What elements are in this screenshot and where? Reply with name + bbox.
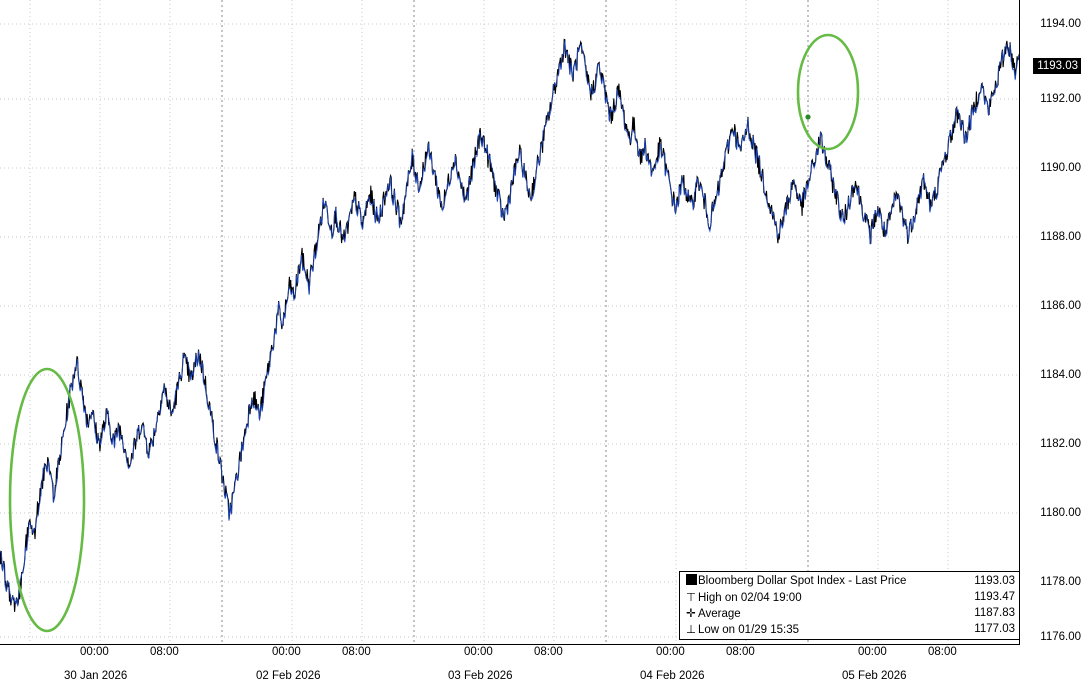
legend-row-average: ✛ Average xyxy=(684,606,741,621)
y-axis-labels: 1194.00 1192.00 1190.00 1188.00 1186.00 … xyxy=(1024,0,1083,645)
highlight-ellipse-right xyxy=(796,33,860,151)
x-tick-date-3: 03 Feb 2026 xyxy=(448,670,513,682)
legend-label-last-price: Bloomberg Dollar Spot Index - Last Price xyxy=(698,575,907,587)
legend-value-high: 1193.47 xyxy=(974,591,1015,603)
low-marker-icon: ⊥ xyxy=(685,622,697,636)
x-tick-time-10: 08:00 xyxy=(928,646,957,658)
x-axis-labels: 00:00 08:00 00:00 08:00 00:00 08:00 00:0… xyxy=(0,646,1020,686)
x-tick-time-9: 00:00 xyxy=(858,646,887,658)
chart-plot-area xyxy=(0,0,1020,645)
x-tick-date-4: 04 Feb 2026 xyxy=(640,670,705,682)
x-tick-time-5: 00:00 xyxy=(464,646,493,658)
y-tick-1182: 1182.00 xyxy=(1040,438,1081,450)
legend-value-last-price: 1193.03 xyxy=(974,575,1015,587)
y-tick-1190: 1190.00 xyxy=(1040,162,1081,174)
legend-label-low: Low on 01/29 15:35 xyxy=(698,624,800,636)
legend-value-low: 1177.03 xyxy=(974,623,1015,635)
legend-row-last-price: Bloomberg Dollar Spot Index - Last Price xyxy=(684,574,906,589)
legend-row-low: ⊥ Low on 01/29 15:35 xyxy=(684,622,799,637)
legend-value-average: 1187.83 xyxy=(974,607,1015,619)
y-tick-1176: 1176.00 xyxy=(1040,631,1081,643)
price-series-line xyxy=(0,38,1019,612)
legend-row-high: ⊤ High on 02/04 19:00 xyxy=(684,590,802,605)
grid-lines xyxy=(0,0,1019,644)
y-tick-1180: 1180.00 xyxy=(1040,507,1081,519)
x-tick-time-7: 00:00 xyxy=(656,646,685,658)
legend-label-average: Average xyxy=(698,608,741,620)
x-tick-time-4: 08:00 xyxy=(342,646,371,658)
x-tick-time-8: 08:00 xyxy=(726,646,755,658)
y-tick-1192: 1192.00 xyxy=(1040,93,1081,105)
chart-svg xyxy=(0,0,1019,644)
series-color-swatch xyxy=(684,574,698,589)
x-tick-date-5: 05 Feb 2026 xyxy=(842,670,907,682)
x-tick-time-3: 00:00 xyxy=(272,646,301,658)
chart-legend: Bloomberg Dollar Spot Index - Last Price… xyxy=(679,571,1020,640)
average-marker-icon: ✛ xyxy=(686,606,696,620)
x-tick-time-6: 08:00 xyxy=(534,646,563,658)
y-tick-1184: 1184.00 xyxy=(1040,369,1081,381)
highlight-marker-dot xyxy=(805,114,811,120)
price-series-accent xyxy=(0,40,1019,607)
y-tick-1178: 1178.00 xyxy=(1040,576,1081,588)
high-marker-icon: ⊤ xyxy=(685,590,697,604)
x-tick-date-1: 30 Jan 2026 xyxy=(64,670,128,682)
x-tick-date-2: 02 Feb 2026 xyxy=(256,670,321,682)
legend-label-high: High on 02/04 19:00 xyxy=(698,592,802,604)
x-tick-time-2: 08:00 xyxy=(150,646,179,658)
last-price-tag: 1193.03 xyxy=(1033,58,1081,75)
y-tick-1186: 1186.00 xyxy=(1040,300,1081,312)
y-tick-1188: 1188.00 xyxy=(1040,231,1081,243)
y-tick-1194: 1194.00 xyxy=(1040,18,1081,30)
highlight-ellipse-left xyxy=(8,367,86,633)
x-tick-time-1: 00:00 xyxy=(80,646,109,658)
